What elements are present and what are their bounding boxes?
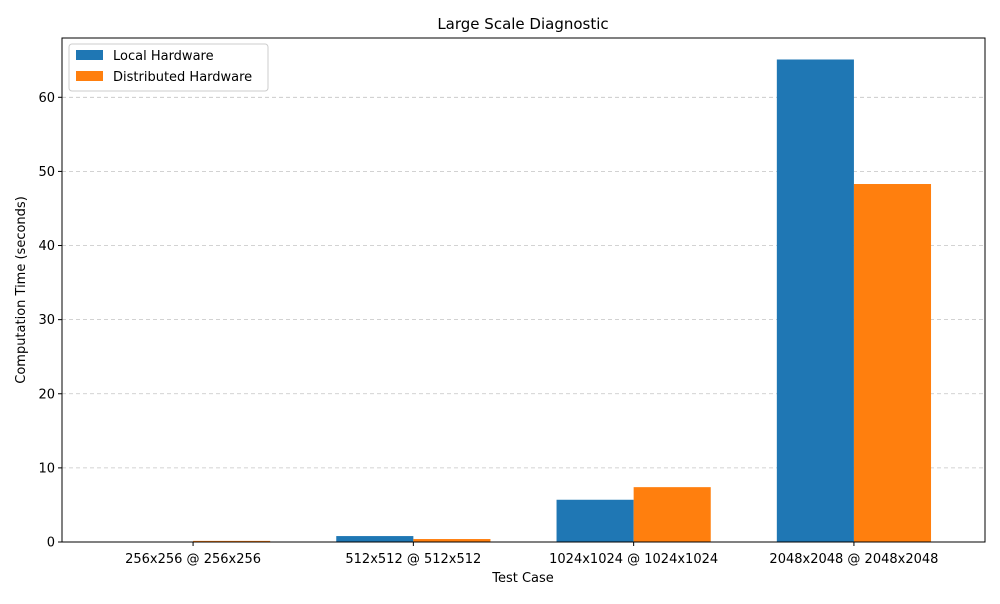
chart-title: Large Scale Diagnostic [437,15,608,33]
legend-swatch-local-hardware [76,50,103,60]
y-tick-label-10: 10 [38,461,55,476]
x-axis: 256x256 @ 256x256 512x512 @ 512x512 1024x1… [125,542,938,567]
y-tick-label-50: 50 [38,165,55,180]
x-tick-label-256x256-256x256: 256x256 @ 256x256 [125,552,261,567]
y-axis-label: Computation Time (seconds) [14,196,29,384]
bar-local-hardware-1024x1024-1024x1024 [557,500,634,542]
y-axis: 0 10 20 30 40 50 60 [38,91,62,551]
bar-local-hardware-512x512-512x512 [336,536,413,542]
x-tick-label-1024x1024-1024x1024: 1024x1024 @ 1024x1024 [549,552,718,567]
legend-label-local-hardware: Local Hardware [113,49,214,64]
bar-distributed-hardware-1024x1024-1024x1024 [634,487,711,542]
x-tick-label-512x512-512x512: 512x512 @ 512x512 [345,552,481,567]
legend: Local Hardware Distributed Hardware [69,44,268,91]
legend-swatch-distributed-hardware [76,71,103,81]
bar-distributed-hardware-2048x2048-2048x2048 [854,184,931,542]
x-axis-label: Test Case [491,571,554,586]
bar-local-hardware-2048x2048-2048x2048 [777,59,854,542]
y-tick-label-40: 40 [38,239,55,254]
y-tick-label-0: 0 [47,536,55,551]
x-tick-label-2048x2048-2048x2048: 2048x2048 @ 2048x2048 [769,552,938,567]
y-tick-label-20: 20 [38,387,55,402]
bars [116,59,931,542]
y-tick-label-30: 30 [38,313,55,328]
y-tick-label-60: 60 [38,91,55,106]
legend-label-distributed-hardware: Distributed Hardware [113,70,252,85]
